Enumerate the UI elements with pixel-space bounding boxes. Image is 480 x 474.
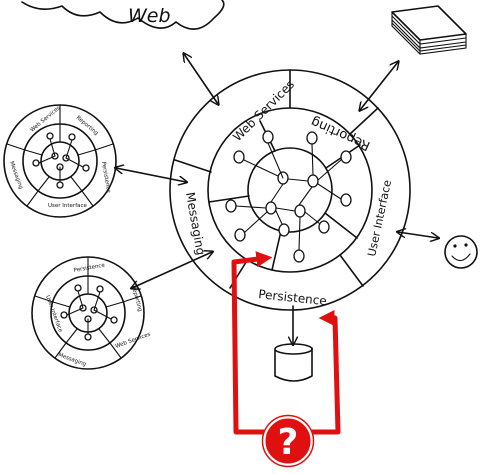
cloud-icon (21, 0, 225, 30)
main-ring-nodes (225, 130, 352, 263)
small-ring-top: Web Services Reporting Persistence User … (3, 104, 117, 218)
small-top-label-web-services: Web Services (29, 105, 61, 133)
small-top-label-user-interface: User Interface (48, 203, 88, 209)
segment-label-reporting: Reporting (309, 114, 373, 153)
main-ring-edges (235, 142, 342, 251)
document-stack-icon (391, 5, 467, 55)
database-icon (274, 343, 313, 382)
segment-label-messaging: Messaging (183, 191, 208, 256)
connector-arrows (116, 54, 438, 344)
red-question-arrows (231, 251, 341, 435)
question-badge-icon: ? (261, 414, 315, 468)
question-mark: ? (278, 422, 299, 463)
small-bottom-label-persistence: Persistence (73, 262, 106, 273)
smiley-icon (444, 235, 478, 269)
cloud-label: Web (128, 5, 171, 27)
main-ring: Web Services Reporting User Interface Pe… (169, 69, 411, 311)
small-bottom-label-messaging: Messaging (57, 352, 87, 368)
small-top-label-persistence: Persistence (100, 161, 111, 194)
segment-label-user-interface: User Interface (365, 179, 394, 258)
segment-label-persistence: Persistence (258, 287, 328, 308)
small-ring-bottom: Web Services Reporting Persistence User … (31, 256, 152, 370)
